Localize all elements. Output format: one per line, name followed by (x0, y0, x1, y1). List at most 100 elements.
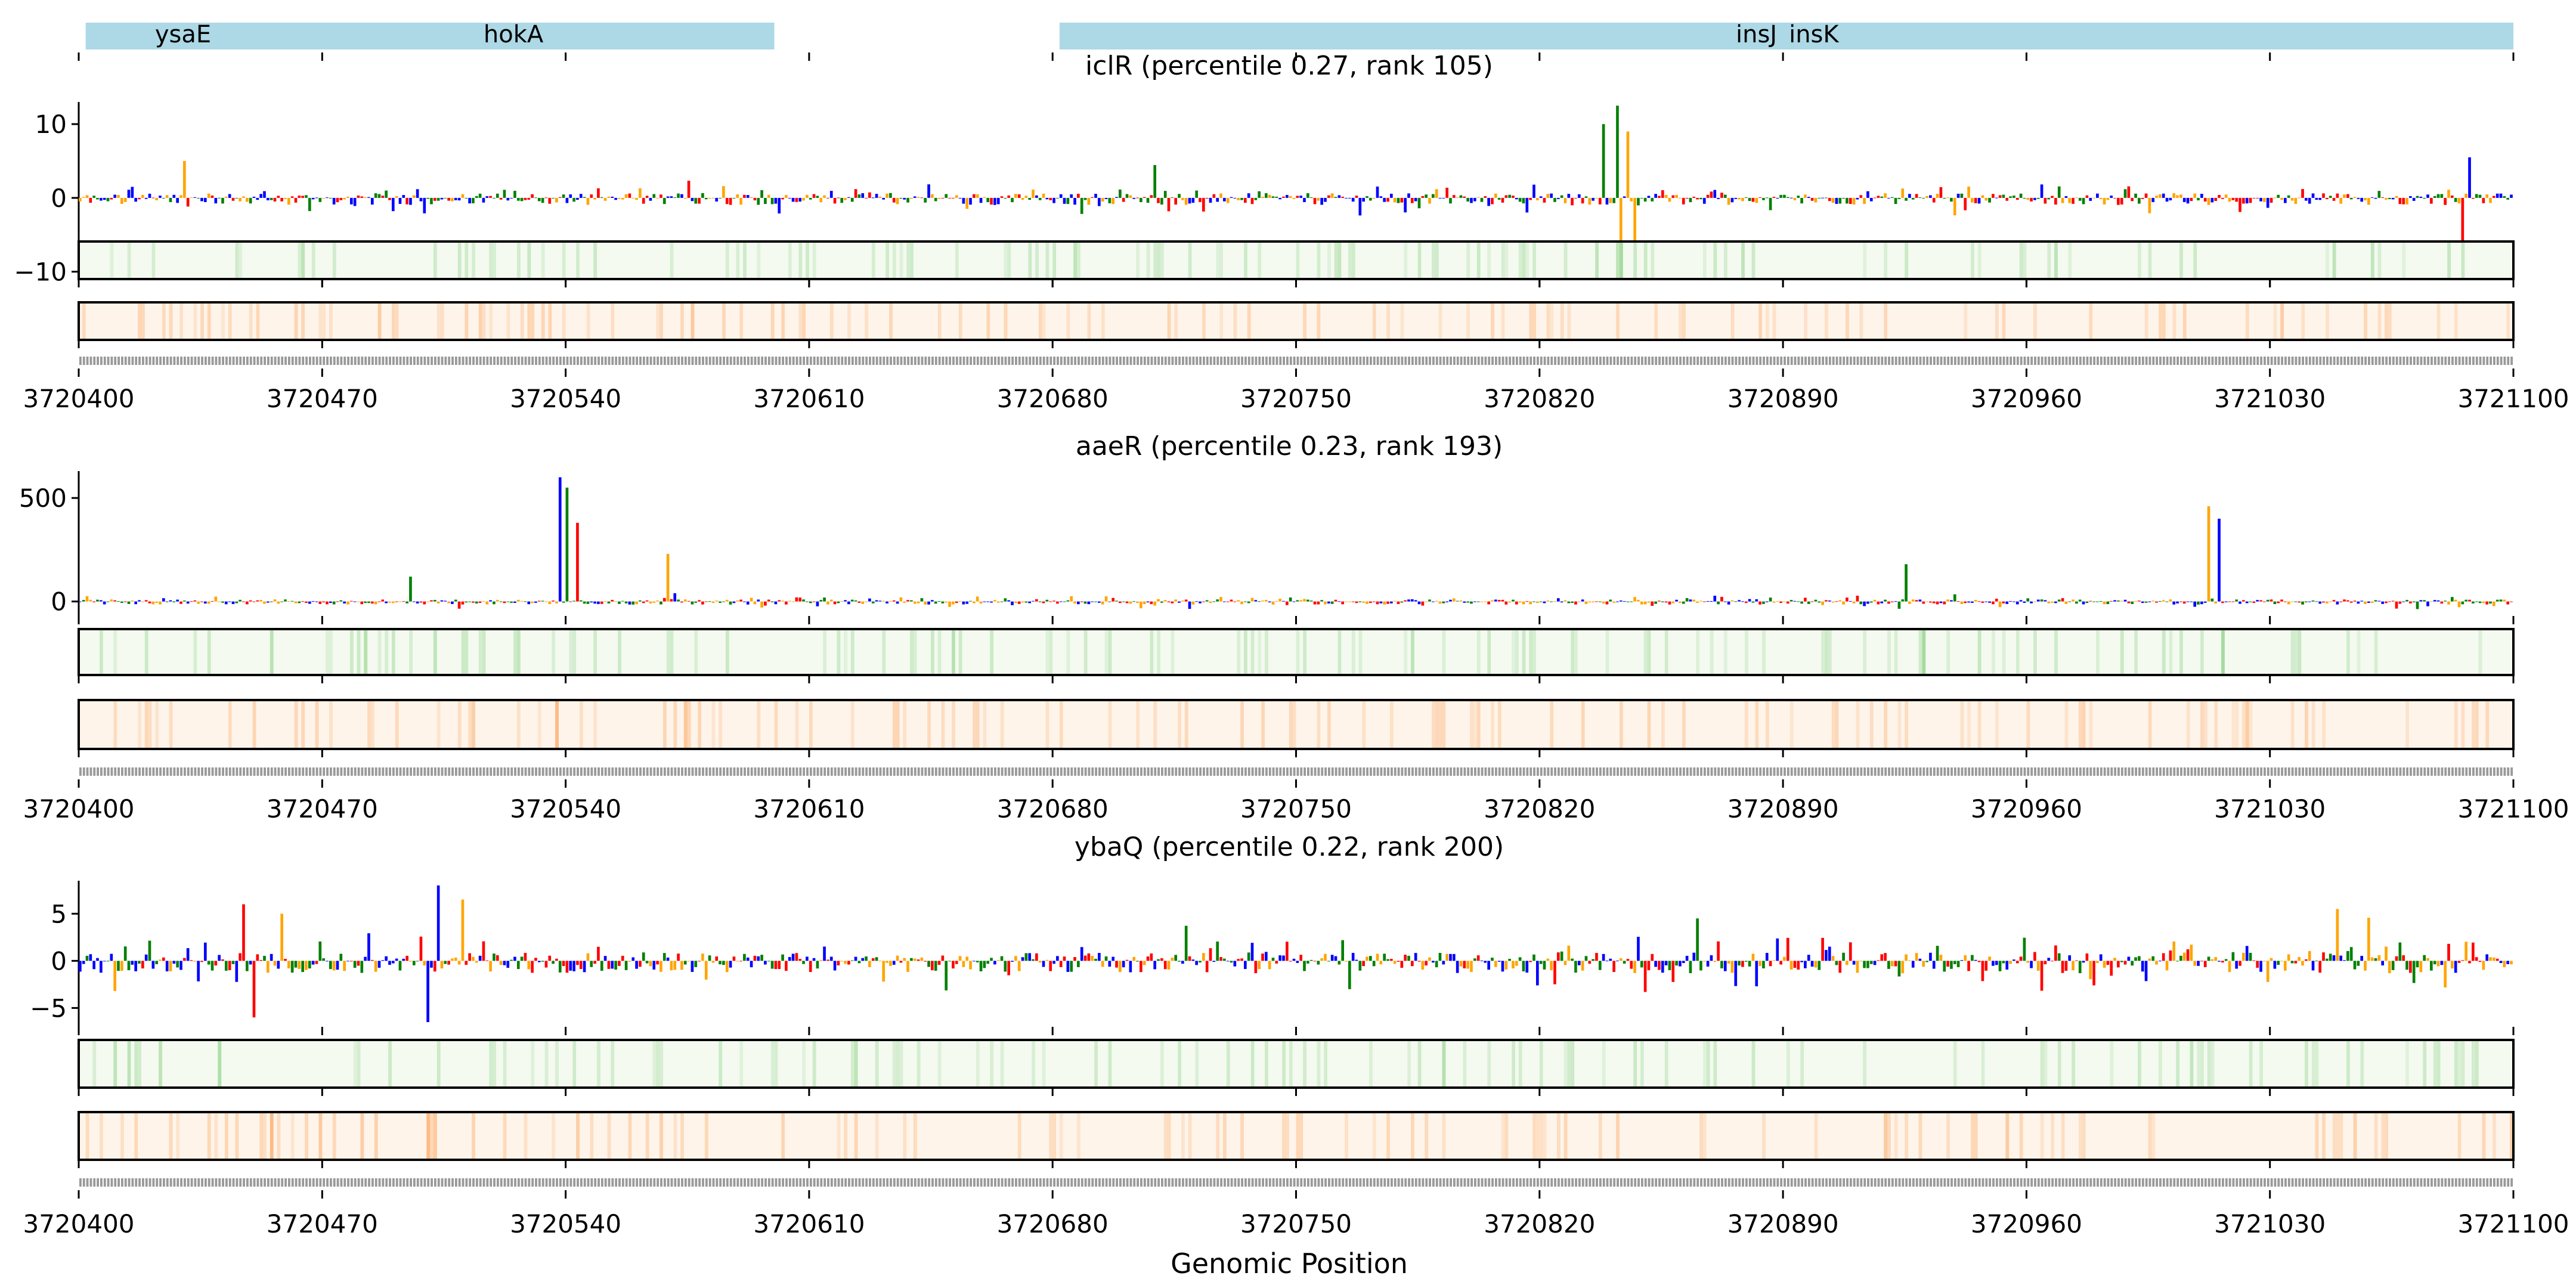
logo-bar-A (516, 197, 520, 201)
logo-bar-G (976, 194, 979, 198)
sequence-base (441, 1178, 444, 1187)
sequence-base (243, 357, 245, 365)
logo-bar-A (770, 197, 774, 205)
sequence-base (854, 767, 857, 776)
sequence-base (816, 357, 819, 365)
logo-bar-A (2475, 194, 2478, 198)
orange-heatmap-cell (1918, 1112, 1922, 1160)
sequence-base (827, 357, 829, 365)
logo-bar-T (245, 601, 249, 605)
logo-bar-T (1598, 197, 1602, 205)
sequence-base (1140, 767, 1143, 776)
logo-bar-C (127, 190, 131, 198)
green-heatmap-cell (611, 1040, 615, 1088)
logo-bar-C (750, 961, 753, 968)
logo-bar-T (1083, 955, 1087, 961)
logo-bar-C (1664, 961, 1668, 965)
green-heatmap-cell (1073, 242, 1078, 279)
logo-bar-G (1751, 953, 1755, 961)
logo-bar-G (722, 186, 725, 198)
logo-bar-G (179, 195, 182, 198)
sequence-base (945, 1178, 948, 1187)
sequence-base (970, 1178, 973, 1187)
logo-bar-G (1101, 961, 1104, 967)
sequence-base (1943, 767, 1946, 776)
logo-bar-C (1609, 958, 1612, 961)
logo-bar-A (1518, 197, 1522, 202)
sequence-base (1981, 357, 1984, 365)
logo-bar-G (806, 194, 809, 198)
logo-bar-C (833, 961, 837, 971)
logo-bar-G (1504, 961, 1508, 970)
sequence-base (1053, 357, 1056, 365)
sequence-base (1157, 767, 1160, 776)
green-heatmap-cell (670, 242, 674, 279)
sequence-base (1936, 1178, 1939, 1187)
logo-bar-G (1588, 197, 1592, 205)
logo-bar-T (2451, 195, 2454, 198)
sequence-base (517, 1178, 520, 1187)
sequence-base (1905, 1178, 1908, 1187)
logo-bar-C (2054, 601, 2057, 603)
sequence-base (803, 767, 806, 776)
logo-bar-T (1974, 197, 1977, 203)
sequence-base (89, 357, 92, 365)
green-heatmap-cell (719, 1040, 723, 1088)
orange-heatmap-cell (958, 302, 962, 340)
sequence-base (1112, 1178, 1115, 1187)
logo-bar-C (1035, 195, 1038, 198)
sequence-base (135, 1178, 138, 1187)
sequence-base (517, 357, 520, 365)
x-tick-label: 3721030 (2214, 384, 2326, 413)
logo-bar-G (704, 961, 708, 980)
sequence-base (323, 1178, 326, 1187)
logo-bar-C (186, 948, 190, 961)
logo-bar-C (1452, 953, 1456, 961)
logo-bar-C (2005, 601, 2009, 604)
sequence-base (496, 767, 499, 776)
sequence-base (2420, 357, 2423, 365)
logo-bar-T (2106, 961, 2110, 965)
logo-bar-C (597, 601, 600, 604)
logo-bar-A (1560, 951, 1563, 961)
logo-bar-G (182, 161, 186, 198)
sequence-base (1867, 767, 1869, 776)
logo-bar-C (2036, 599, 2040, 602)
orange-heatmap-cell (1042, 302, 1046, 340)
sequence-base (1710, 767, 1713, 776)
sequence-base (660, 357, 662, 365)
logo-bar-A (2138, 956, 2141, 961)
logo-bar-A (1306, 961, 1309, 964)
logo-bar-A (2398, 942, 2402, 961)
sequence-base (541, 1178, 544, 1187)
logo-bar-C (349, 197, 353, 205)
orange-heatmap-cell (1679, 302, 1682, 340)
logo-bar-A (2134, 193, 2137, 198)
sequence-base (1648, 1178, 1651, 1187)
sequence-base (1971, 357, 1974, 365)
sequence-base (277, 767, 280, 776)
logo-bar-A (120, 601, 123, 603)
logo-bar-T (2221, 601, 2224, 603)
logo-bar-C (774, 601, 778, 605)
logo-bar-C (2510, 194, 2513, 198)
logo-bar-T (1212, 194, 1216, 198)
logo-bar-G (618, 197, 621, 199)
sequence-base (117, 1178, 120, 1187)
logo-bar-G (1633, 597, 1636, 602)
logo-bar-C (2273, 961, 2277, 969)
logo-bar-G (1014, 601, 1017, 603)
sequence-base (1283, 357, 1286, 365)
sequence-base (980, 357, 983, 365)
logo-bar-G (1602, 601, 1605, 604)
sequence-base (1509, 357, 1512, 365)
logo-bar-A (743, 953, 746, 961)
logo-bar-A (757, 197, 760, 205)
sequence-base (2433, 767, 2436, 776)
sequence-base (2030, 767, 2033, 776)
orange-heatmap-cell (1529, 302, 1533, 340)
logo-bar-A (1066, 197, 1070, 205)
logo-bar-G (903, 958, 906, 961)
sequence-base (691, 357, 694, 365)
green-heatmap-cell (1918, 629, 1922, 675)
